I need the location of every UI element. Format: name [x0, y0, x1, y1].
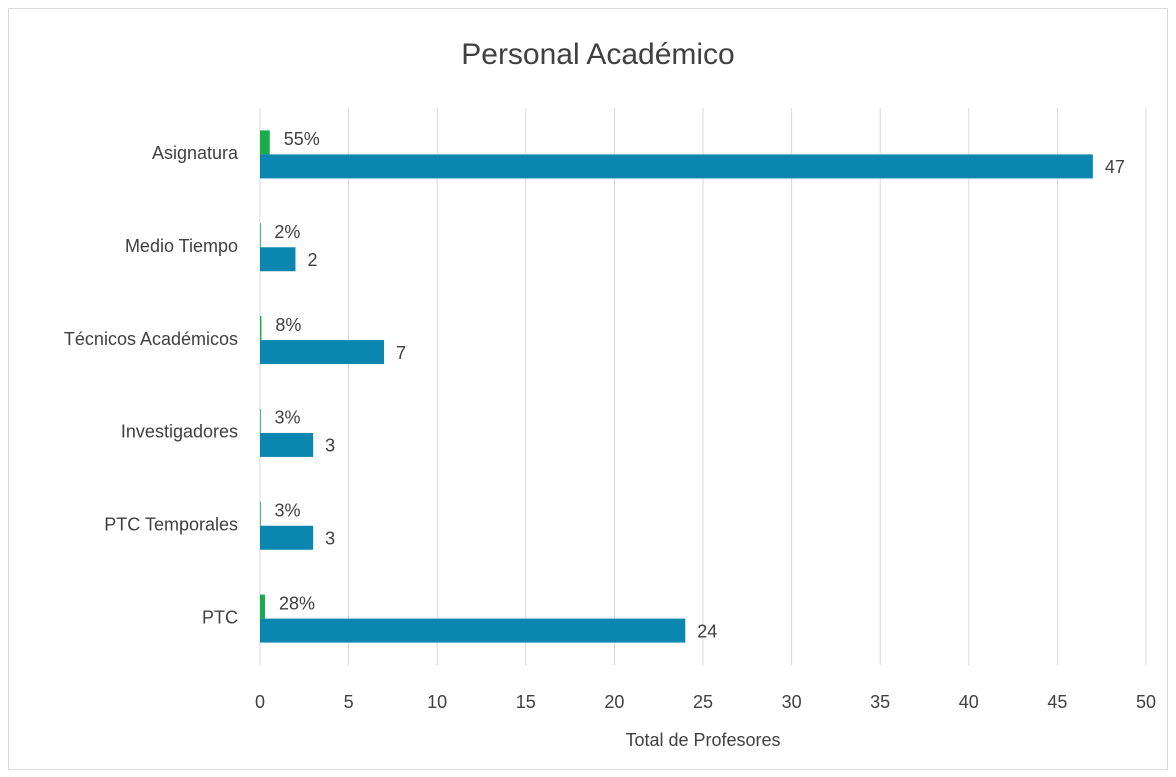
data-label: 2% — [274, 222, 300, 242]
chart-title: Personal Académico — [461, 38, 735, 71]
data-label: 7 — [396, 343, 406, 363]
x-axis-title: Total de Profesores — [625, 730, 780, 750]
data-label: 47 — [1105, 157, 1125, 177]
x-tick-label: 45 — [1047, 692, 1067, 712]
bar — [260, 247, 296, 272]
data-label: 2 — [307, 250, 317, 270]
bar — [260, 130, 270, 155]
y-tick-label: Asignatura — [152, 143, 239, 163]
bar — [260, 618, 686, 643]
x-tick-label: 50 — [1136, 692, 1156, 712]
y-tick-label: Investigadores — [121, 422, 238, 442]
x-tick-label: 15 — [516, 692, 536, 712]
bar — [260, 154, 1093, 179]
bar — [260, 340, 385, 365]
y-tick-label: Medio Tiempo — [125, 236, 238, 256]
bar — [260, 501, 261, 526]
data-label: 55% — [284, 129, 320, 149]
bar — [260, 408, 261, 433]
bar — [260, 223, 261, 248]
bar — [260, 432, 314, 457]
bar — [260, 594, 265, 619]
data-label: 3 — [325, 529, 335, 549]
y-tick-label: PTC — [202, 607, 238, 627]
x-tick-label: 10 — [427, 692, 447, 712]
data-label: 3% — [275, 408, 301, 428]
bar — [260, 316, 262, 341]
bar — [260, 525, 314, 550]
x-tick-label: 40 — [959, 692, 979, 712]
x-tick-label: 30 — [782, 692, 802, 712]
x-tick-label: 0 — [255, 692, 265, 712]
chart-frame — [8, 8, 1168, 770]
data-label: 28% — [279, 593, 315, 613]
x-tick-label: 35 — [870, 692, 890, 712]
y-tick-label: Técnicos Académicos — [64, 329, 238, 349]
x-tick-label: 5 — [344, 692, 354, 712]
data-label: 8% — [275, 315, 301, 335]
data-label: 3 — [325, 436, 335, 456]
data-label: 3% — [275, 501, 301, 521]
data-label: 24 — [697, 621, 717, 641]
x-tick-label: 25 — [693, 692, 713, 712]
y-tick-label: PTC Temporales — [104, 515, 238, 535]
x-tick-label: 20 — [604, 692, 624, 712]
